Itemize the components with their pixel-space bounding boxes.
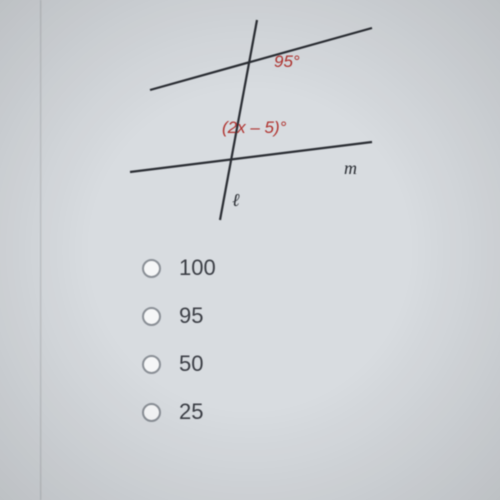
option-label: 50 — [179, 351, 203, 377]
top-line — [150, 28, 372, 90]
line-label-m: m — [344, 158, 357, 179]
radio-icon[interactable] — [142, 355, 161, 374]
option-label: 25 — [179, 399, 203, 425]
option-label: 95 — [179, 303, 203, 329]
page-shadow — [40, 0, 42, 500]
line-label-l: ℓ — [232, 190, 240, 211]
option-row[interactable]: 25 — [142, 399, 216, 425]
radio-icon[interactable] — [142, 403, 161, 422]
bottom-line-m — [130, 142, 372, 172]
answer-options: 100 95 50 25 — [142, 255, 216, 447]
option-row[interactable]: 95 — [142, 303, 216, 329]
angle-expression: (2x – 5)° — [222, 118, 286, 138]
angle-95: 95° — [274, 52, 300, 72]
radio-icon[interactable] — [142, 307, 161, 326]
radio-icon[interactable] — [142, 259, 161, 278]
option-row[interactable]: 100 — [142, 255, 216, 281]
option-label: 100 — [179, 255, 216, 281]
geometry-diagram: 95° (2x – 5)° m ℓ — [122, 10, 382, 230]
option-row[interactable]: 50 — [142, 351, 216, 377]
